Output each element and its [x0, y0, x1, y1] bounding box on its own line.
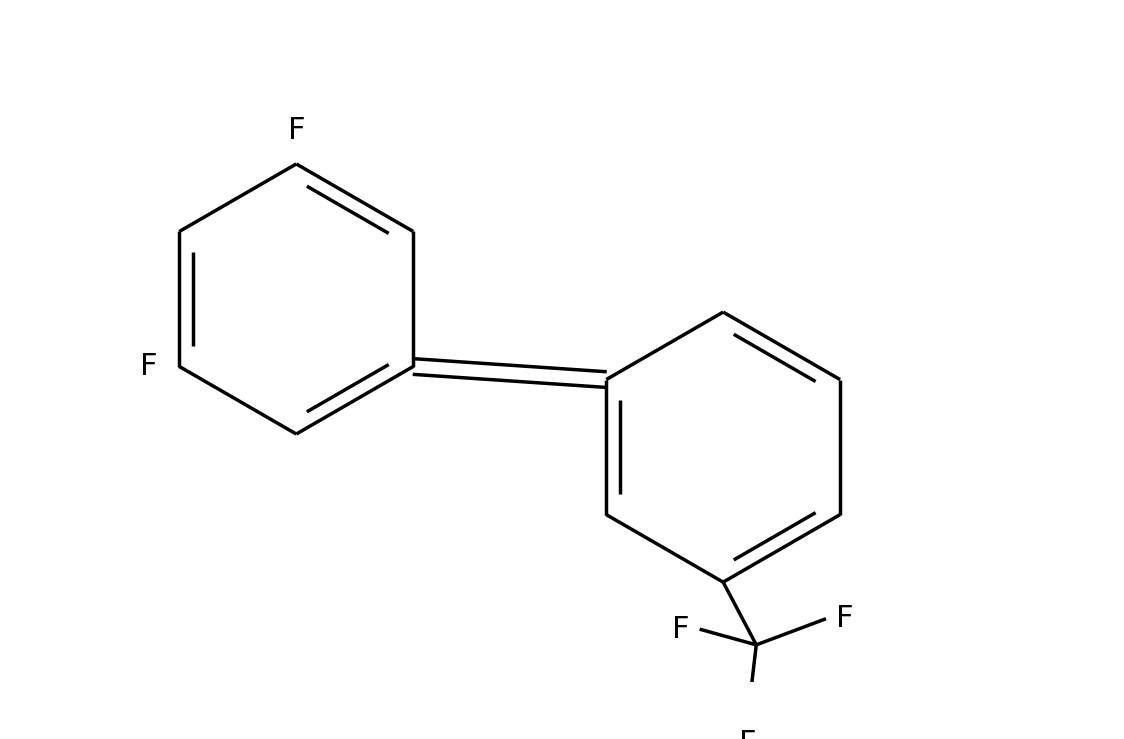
Text: F: F — [672, 615, 689, 644]
Text: F: F — [140, 352, 157, 381]
Text: F: F — [288, 116, 305, 145]
Text: F: F — [738, 729, 756, 739]
Text: F: F — [836, 605, 854, 633]
